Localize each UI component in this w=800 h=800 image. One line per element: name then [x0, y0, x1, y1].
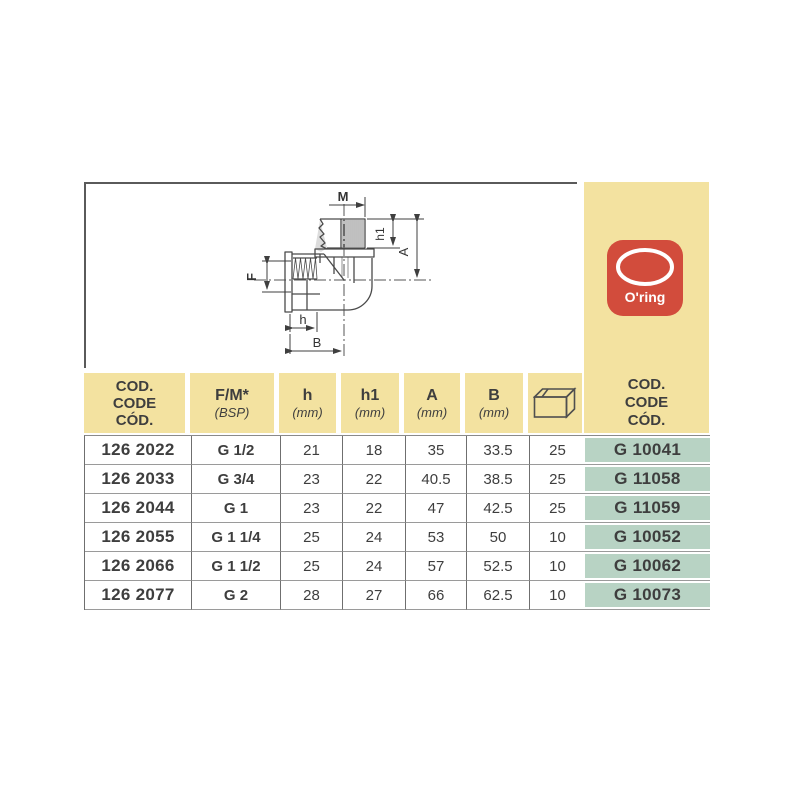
cell-h1: 18: [342, 436, 405, 465]
cell-cod: 126 2077: [85, 581, 191, 610]
cell-h1: 24: [342, 523, 405, 552]
cell-h: 28: [280, 581, 342, 610]
cell-fm: G 2: [191, 581, 280, 610]
cell-cod: 126 2022: [85, 436, 191, 465]
cell-b: 52.5: [466, 552, 529, 581]
dim-label-m: M: [338, 189, 349, 204]
cell-qty: 25: [529, 436, 585, 465]
cell-h1: 22: [342, 465, 405, 494]
dim-label-h1: h1: [373, 227, 387, 241]
header-cell-h1: h1 (mm): [341, 373, 399, 433]
oring-column-strip: O'ring COD. CODE CÓD.: [584, 182, 709, 433]
cell-cod: 126 2066: [85, 552, 191, 581]
cell-h1: 27: [342, 581, 405, 610]
dim-label-f: F: [244, 273, 259, 281]
code-header-line: CODE: [624, 394, 669, 411]
code-value: G 10062: [585, 554, 710, 578]
cell-code: G 10052: [585, 523, 710, 552]
code-header-line: COD.: [627, 376, 666, 393]
cell-fm: G 1/2: [191, 436, 280, 465]
code-value: G 11058: [585, 467, 710, 491]
cell-b: 50: [466, 523, 529, 552]
code-value: G 10052: [585, 525, 710, 549]
header-cell-fm: F/M* (BSP): [190, 373, 274, 433]
cell-b: 62.5: [466, 581, 529, 610]
cell-fm: G 3/4: [191, 465, 280, 494]
cell-b: 33.5: [466, 436, 529, 465]
cod-line: CODE: [112, 394, 157, 412]
dim-label-a: A: [396, 247, 411, 256]
dim-label-b: B: [313, 335, 322, 350]
cell-h1: 22: [342, 494, 405, 523]
oring-ellipse-icon: [616, 248, 674, 286]
code-value: G 10073: [585, 583, 710, 607]
cell-fm: G 1 1/2: [191, 552, 280, 581]
cell-code: G 10073: [585, 581, 710, 610]
cell-fm: G 1 1/4: [191, 523, 280, 552]
cell-qty: 25: [529, 494, 585, 523]
code-column-header: COD. CODE CÓD.: [584, 376, 709, 430]
cell-qty: 10: [529, 523, 585, 552]
cell-fm: G 1: [191, 494, 280, 523]
cell-a: 57: [405, 552, 466, 581]
code-header-line: CÓD.: [627, 412, 666, 429]
elbow-fitting-drawing: M h1 A F h B: [244, 189, 432, 356]
cod-line: COD.: [115, 377, 154, 395]
cell-qty: 10: [529, 581, 585, 610]
cell-h: 21: [280, 436, 342, 465]
cell-code: G 10062: [585, 552, 710, 581]
cell-qty: 25: [529, 465, 585, 494]
code-value: G 11059: [585, 496, 710, 520]
header-cell-a: A (mm): [404, 373, 460, 433]
cell-a: 66: [405, 581, 466, 610]
dim-label-h: h: [299, 312, 306, 327]
cell-h: 23: [280, 465, 342, 494]
cell-qty: 10: [529, 552, 585, 581]
header-cell-qty: [528, 373, 582, 433]
cell-code: G 11058: [585, 465, 710, 494]
oring-badge: O'ring: [607, 240, 683, 316]
cell-a: 47: [405, 494, 466, 523]
package-box-icon: [533, 387, 577, 419]
cell-a: 40.5: [405, 465, 466, 494]
oring-badge-label: O'ring: [624, 289, 666, 305]
cell-h: 23: [280, 494, 342, 523]
cell-cod: 126 2033: [85, 465, 191, 494]
cell-h: 25: [280, 523, 342, 552]
cell-h1: 24: [342, 552, 405, 581]
header-cell-cod: COD. CODE CÓD.: [84, 373, 185, 433]
cell-b: 42.5: [466, 494, 529, 523]
cell-cod: 126 2055: [85, 523, 191, 552]
dimension-table: 126 2022 G 1/2 21 18 35 33.5 25 G 10041 …: [84, 435, 710, 610]
header-cell-h: h (mm): [279, 373, 336, 433]
cell-code: G 10041: [585, 436, 710, 465]
cell-h: 25: [280, 552, 342, 581]
cell-code: G 11059: [585, 494, 710, 523]
header-cell-b: B (mm): [465, 373, 523, 433]
cell-b: 38.5: [466, 465, 529, 494]
cell-cod: 126 2044: [85, 494, 191, 523]
code-value: G 10041: [585, 438, 710, 462]
technical-drawing-panel: M h1 A F h B: [84, 182, 577, 368]
cell-a: 53: [405, 523, 466, 552]
cell-a: 35: [405, 436, 466, 465]
cod-line: CÓD.: [115, 411, 154, 429]
